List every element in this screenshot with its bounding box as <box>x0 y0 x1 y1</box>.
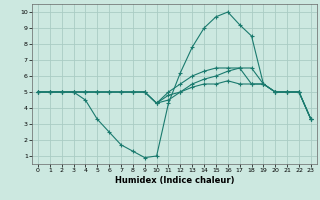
X-axis label: Humidex (Indice chaleur): Humidex (Indice chaleur) <box>115 176 234 185</box>
